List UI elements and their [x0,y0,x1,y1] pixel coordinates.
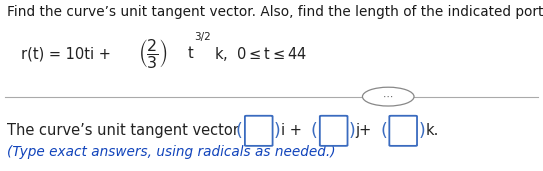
Text: ): ) [349,122,355,140]
Text: (: ( [380,122,387,140]
Ellipse shape [362,87,414,106]
Text: $\left(\dfrac{2}{3}\right)$: $\left(\dfrac{2}{3}\right)$ [138,37,168,70]
Text: Find the curve’s unit tangent vector. Also, find the length of the indicated por: Find the curve’s unit tangent vector. Al… [7,5,543,19]
Text: (Type exact answers, using radicals as needed.): (Type exact answers, using radicals as n… [7,145,335,159]
Text: (: ( [236,122,242,140]
Text: t: t [187,46,193,61]
Text: (: ( [311,122,317,140]
Text: r(t) = 10ti +: r(t) = 10ti + [21,46,115,61]
Text: ⋯: ⋯ [383,92,394,102]
Text: ): ) [418,122,425,140]
Text: k.: k. [425,123,439,138]
FancyBboxPatch shape [389,116,417,146]
Text: 3/2: 3/2 [194,32,211,42]
Text: i +: i + [281,123,306,138]
Text: j+: j+ [356,123,372,138]
Text: The curve’s unit tangent vector is: The curve’s unit tangent vector is [7,123,260,138]
Text: ): ) [274,122,280,140]
Text: k,  0$\leq$t$\leq$44: k, 0$\leq$t$\leq$44 [214,45,307,63]
FancyBboxPatch shape [245,116,273,146]
FancyBboxPatch shape [320,116,348,146]
